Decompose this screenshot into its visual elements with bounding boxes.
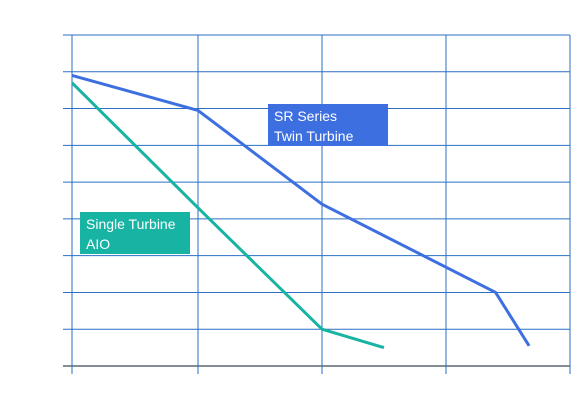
series-lines [70,74,531,350]
series-line-sr-twin-turbine [71,74,531,347]
series-label-sr-twin-turbine: SR Series Twin Turbine [268,104,388,146]
series-label-single-turbine-aio: Single Turbine AIO [80,212,190,254]
series-line-single-turbine-aio [70,81,385,350]
